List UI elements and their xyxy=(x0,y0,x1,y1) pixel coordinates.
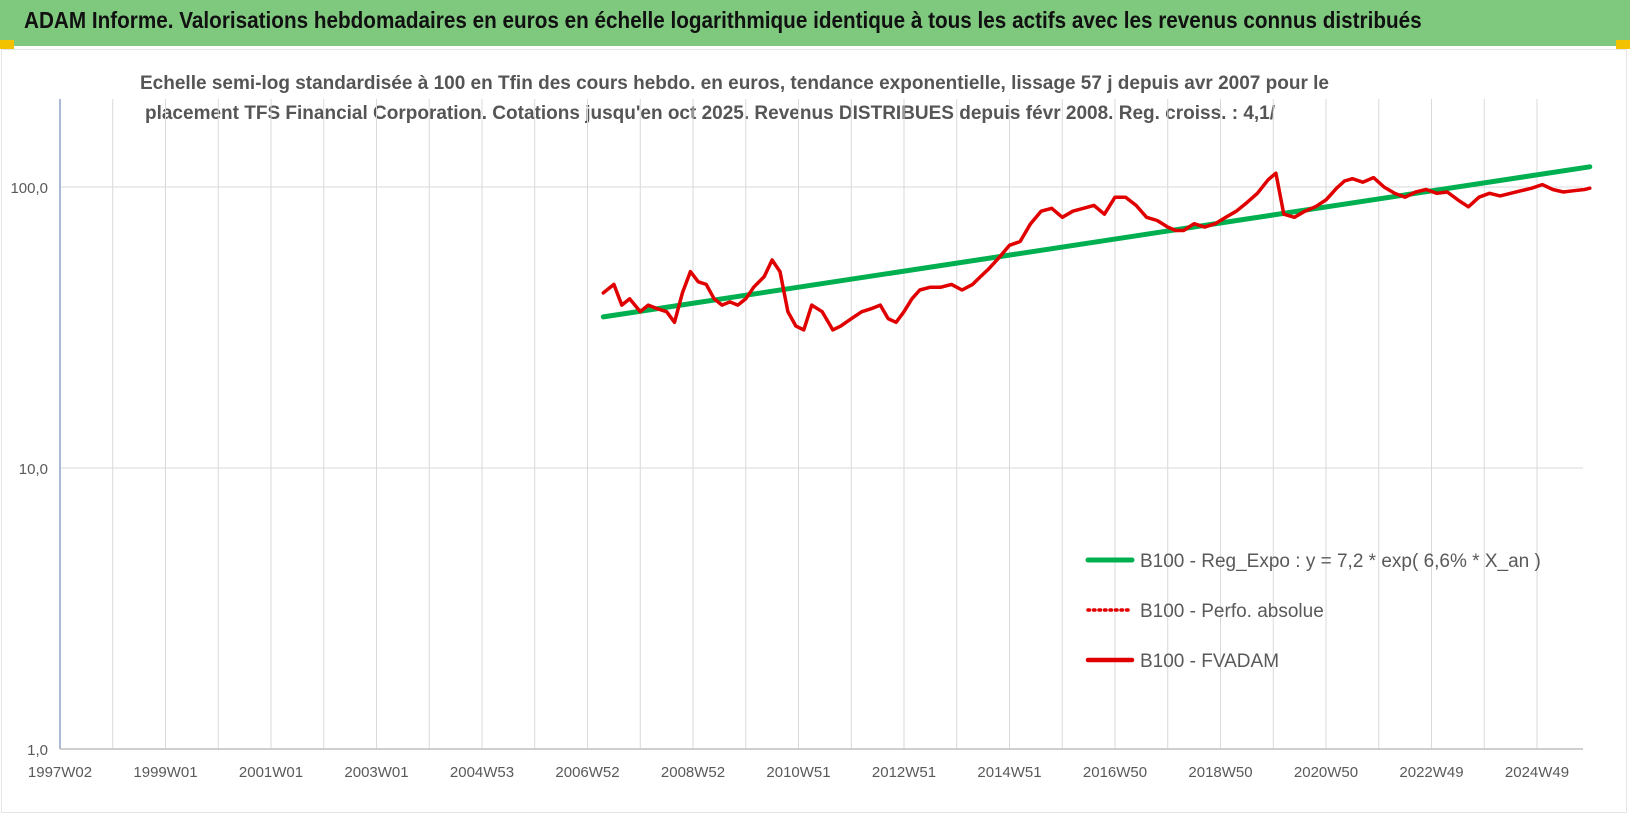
y-tick-label-2: 100,0 xyxy=(10,180,48,197)
x-tick-label-13: 2022W49 xyxy=(1399,764,1463,781)
x-tick-label-6: 2008W52 xyxy=(661,764,725,781)
x-tick-label-7: 2010W51 xyxy=(766,764,830,781)
tick-labels: 1,0 10,0 100,0 1997W02 1999W01 2001W01 2003W01… xyxy=(10,180,1569,781)
legend-label-1: B100 - Perfo. absolue xyxy=(1140,601,1324,622)
y-tick-label-0: 1,0 xyxy=(27,742,48,759)
header-bar: ADAM Informe. Valorisations hebdomadaire… xyxy=(0,0,1630,46)
corner-marker-right xyxy=(1616,40,1630,49)
grid-lines xyxy=(59,99,1583,750)
x-tick-label-2: 2001W01 xyxy=(239,764,303,781)
corner-marker-left xyxy=(0,40,14,49)
x-tick-label-8: 2012W51 xyxy=(872,764,936,781)
x-tick-label-0: 1997W02 xyxy=(28,764,92,781)
legend-label-0: B100 - Reg_Expo : y = 7,2 * exp( 6,6% * … xyxy=(1140,551,1541,572)
page-title: ADAM Informe. Valorisations hebdomadaire… xyxy=(24,7,1422,33)
series-line-0 xyxy=(600,164,1593,320)
chart-title-line-2: placement TFS Financial Corporation. Cot… xyxy=(144,103,1276,124)
x-tick-label-5: 2006W52 xyxy=(555,764,619,781)
x-tick-label-11: 2018W50 xyxy=(1188,764,1252,781)
legend: B100 - Reg_Expo : y = 7,2 * exp( 6,6% * … xyxy=(1085,551,1541,672)
x-tick-label-10: 2016W50 xyxy=(1083,764,1147,781)
x-tick-label-4: 2004W53 xyxy=(450,764,514,781)
axes xyxy=(59,99,1583,750)
x-tick-label-12: 2020W50 xyxy=(1294,764,1358,781)
x-tick-label-9: 2014W51 xyxy=(977,764,1041,781)
chart-frame xyxy=(1,49,1627,813)
legend-label-2: B100 - FVADAM xyxy=(1140,651,1279,672)
x-tick-label-1: 1999W01 xyxy=(133,764,197,781)
y-tick-label-1: 10,0 xyxy=(19,461,48,478)
series-lines xyxy=(600,164,1593,332)
x-tick-label-14: 2024W49 xyxy=(1505,764,1569,781)
x-tick-label-3: 2003W01 xyxy=(344,764,408,781)
chart-title-line-1: Echelle semi-log standardisée à 100 en T… xyxy=(140,73,1329,94)
series-line-2 xyxy=(601,171,1592,332)
